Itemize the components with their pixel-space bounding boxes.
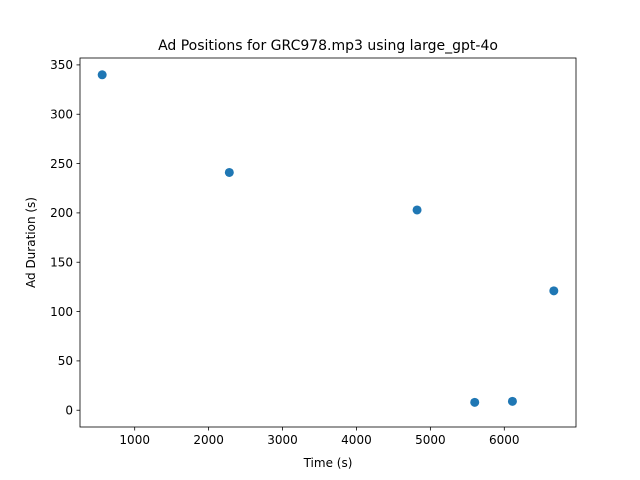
- y-axis-label: Ad Duration (s): [24, 197, 38, 288]
- axes-frame: [79, 57, 577, 428]
- x-tick-label: 2000: [193, 433, 224, 447]
- plot-area: [97, 70, 559, 407]
- data-point: [97, 70, 107, 80]
- x-tick-label: 3000: [267, 433, 298, 447]
- y-tick-label: 50: [58, 354, 73, 368]
- x-tick-label: 1000: [119, 433, 150, 447]
- y-axis: 0 50 100 150 200 250 300 350: [50, 58, 80, 418]
- y-tick-label: 350: [50, 58, 73, 72]
- x-tick-label: 6000: [489, 433, 520, 447]
- y-tick-label: 250: [50, 157, 73, 171]
- x-tick-label: 4000: [341, 433, 372, 447]
- x-axis-label: Time (s): [303, 456, 353, 470]
- y-tick-label: 0: [65, 404, 73, 418]
- data-point: [507, 396, 517, 406]
- x-tick-label: 5000: [415, 433, 446, 447]
- y-tick-label: 300: [50, 108, 73, 122]
- y-tick-label: 150: [50, 256, 73, 270]
- y-tick-label: 100: [50, 305, 73, 319]
- y-tick-label: 200: [50, 206, 73, 220]
- chart-title: Ad Positions for GRC978.mp3 using large_…: [158, 38, 498, 54]
- data-point: [470, 397, 480, 407]
- data-point: [412, 205, 422, 215]
- data-point: [224, 167, 234, 177]
- data-point: [549, 286, 559, 296]
- x-axis: 1000 2000 3000 4000 5000 6000: [119, 427, 520, 447]
